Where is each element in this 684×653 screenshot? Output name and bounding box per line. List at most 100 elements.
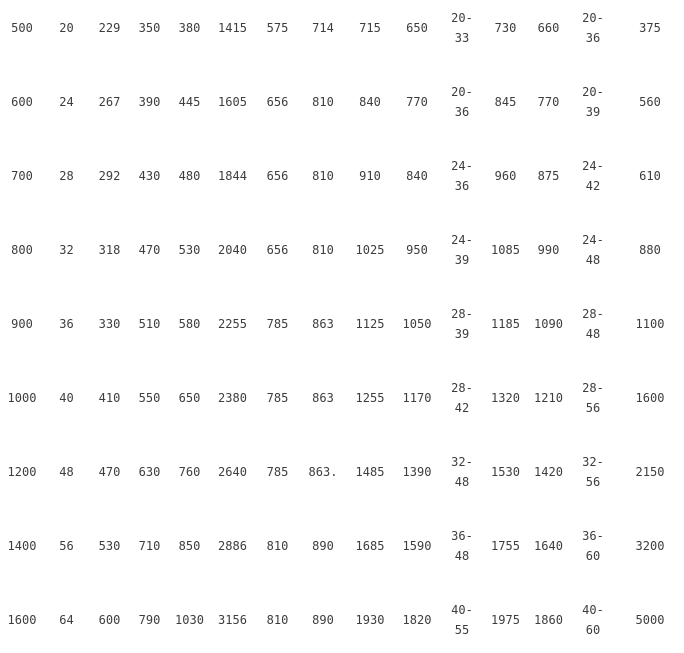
table-cell: 350 <box>138 21 161 35</box>
table-cell: 380 <box>178 21 201 35</box>
table-cell: 810 <box>312 95 334 109</box>
table-cell: 410 <box>98 391 121 405</box>
table-cell: 470 <box>138 243 161 257</box>
table-cell: 2040 <box>218 243 247 257</box>
table-cell: 580 <box>178 317 201 331</box>
table-cell: 1390 <box>402 465 432 479</box>
table-cell: 1200 <box>7 465 37 479</box>
table-row: 1600 64 600 790 1030 3156 810 890 1930 1820 40- 55… <box>0 583 684 653</box>
table-cell: 28- 56 <box>582 381 604 415</box>
table-cell: 660 <box>537 21 560 35</box>
table-cell: 1090 <box>534 317 563 331</box>
table-cell: 24 <box>59 95 74 109</box>
table-cell: 20 <box>59 21 74 35</box>
table-cell: 445 <box>178 95 201 109</box>
table-cell: 1000 <box>7 391 37 405</box>
table-cell: 2886 <box>218 539 247 553</box>
table-cell: 1590 <box>402 539 432 553</box>
table-cell: 1400 <box>7 539 37 553</box>
table-cell: 1600 <box>635 391 665 405</box>
table-cell: 600 <box>11 95 33 109</box>
table-cell: 700 <box>11 169 33 183</box>
table-cell: 1125 <box>355 317 385 331</box>
table-cell: 390 <box>138 95 161 109</box>
table-cell: 810 <box>266 613 289 627</box>
table-cell: 785 <box>266 465 289 479</box>
table-cell: 330 <box>98 317 121 331</box>
table-cell: 650 <box>178 391 201 405</box>
table-cell: 1755 <box>491 539 520 553</box>
table-cell: 1255 <box>355 391 385 405</box>
table-cell: 24- 39 <box>451 233 473 267</box>
table-cell: 24- 48 <box>582 233 604 267</box>
table-cell: 810 <box>312 243 334 257</box>
table-cell: 32- 48 <box>451 455 473 489</box>
table-cell: 845 <box>494 95 517 109</box>
table-cell: 470 <box>98 465 121 479</box>
table-cell: 430 <box>138 169 161 183</box>
table-cell: 890 <box>312 613 334 627</box>
table-cell: 64 <box>59 613 74 627</box>
table-cell: 890 <box>312 539 334 553</box>
table-cell: 560 <box>639 95 661 109</box>
table-cell: 910 <box>359 169 381 183</box>
table-cell: 550 <box>138 391 161 405</box>
table-cell: 20- 39 <box>582 85 604 119</box>
table-cell: 24- 42 <box>582 159 604 193</box>
table-cell: 850 <box>178 539 201 553</box>
table-cell: 2640 <box>218 465 247 479</box>
table-cell: 800 <box>11 243 33 257</box>
table-row: 500 20 229 350 380 1415 575 714 715 650 20- 33 730 6… <box>0 0 684 65</box>
table-cell: 715 <box>359 21 381 35</box>
table-cell: 1930 <box>355 613 385 627</box>
table-cell: 1170 <box>402 391 432 405</box>
table-row: 900 36 330 510 580 2255 785 863 1125 1050 28- 39 11… <box>0 287 684 361</box>
table-cell: 990 <box>537 243 560 257</box>
table-cell: 600 <box>98 613 121 627</box>
table-cell: 292 <box>98 169 121 183</box>
table-cell: 1605 <box>218 95 247 109</box>
table-cell: 20- 36 <box>582 11 604 45</box>
table-cell: 1860 <box>534 613 563 627</box>
table-cell: 20- 33 <box>451 11 473 45</box>
table-cell: 710 <box>138 539 161 553</box>
table-cell: 610 <box>639 169 661 183</box>
table-cell: 1100 <box>635 317 665 331</box>
table-cell: 1085 <box>491 243 520 257</box>
table-cell: 56 <box>59 539 74 553</box>
table-cell: 530 <box>98 539 121 553</box>
table-row: 1400 56 530 710 850 2886 810 890 1685 1590 36- 48 1… <box>0 509 684 583</box>
table-cell: 863. <box>308 465 338 479</box>
table-cell: 960 <box>494 169 517 183</box>
table-cell: 656 <box>266 95 289 109</box>
table-cell: 650 <box>406 21 428 35</box>
table-cell: 840 <box>406 169 428 183</box>
table-cell: 1050 <box>402 317 432 331</box>
table-cell: 1185 <box>491 317 520 331</box>
table-cell: 730 <box>494 21 517 35</box>
table-cell: 656 <box>266 169 289 183</box>
table-cell: 575 <box>266 21 289 35</box>
table-cell: 530 <box>178 243 201 257</box>
table-cell: 760 <box>178 465 201 479</box>
table-cell: 810 <box>312 169 334 183</box>
table-cell: 863 <box>312 317 334 331</box>
table-cell: 480 <box>178 169 201 183</box>
table-cell: 770 <box>406 95 428 109</box>
table-cell: 1844 <box>218 169 247 183</box>
table-row: 700 28 292 430 480 1844 656 810 910 840 24- 36 960 8… <box>0 139 684 213</box>
table-cell: 950 <box>406 243 428 257</box>
table-cell: 32- 56 <box>582 455 604 489</box>
table-cell: 785 <box>266 317 289 331</box>
table-cell: 880 <box>639 243 661 257</box>
table-row: 800 32 318 470 530 2040 656 810 1025 950 24- 39 108… <box>0 213 684 287</box>
table-cell: 1320 <box>491 391 520 405</box>
table-cell: 810 <box>266 539 289 553</box>
table-cell: 2380 <box>218 391 247 405</box>
table-cell: 1530 <box>491 465 520 479</box>
table-cell: 3156 <box>218 613 247 627</box>
table-cell: 36- 48 <box>451 529 473 563</box>
table-cell: 318 <box>98 243 121 257</box>
table-cell: 863 <box>312 391 334 405</box>
